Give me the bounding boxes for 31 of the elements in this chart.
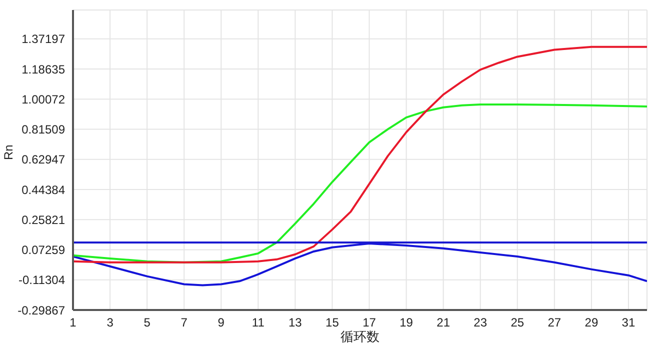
x-tick-label: 27	[548, 316, 562, 330]
x-tick-label: 31	[622, 316, 636, 330]
x-axis-title: 循环数	[340, 329, 380, 344]
x-tick-label: 15	[326, 316, 340, 330]
y-tick-label: 0.07259	[22, 243, 66, 258]
x-tick-label: 1	[70, 316, 77, 330]
y-tick-label: 0.81509	[22, 122, 66, 137]
x-tick-label: 13	[288, 316, 302, 330]
x-tick-label: 19	[400, 316, 414, 330]
x-tick-label: 3	[106, 316, 114, 330]
x-tick-label: 25	[510, 316, 524, 330]
x-tick-label: 21	[436, 316, 450, 330]
line-series	[73, 242, 647, 286]
y-tick-label: 0.62947	[22, 152, 66, 167]
x-tick-label: 23	[474, 316, 488, 330]
y-tick-label: -0.11304	[18, 273, 66, 288]
line-series	[73, 46, 647, 264]
y-axis-title: Rn	[1, 144, 16, 160]
x-tick-label: 11	[252, 316, 265, 330]
x-tick-label: 9	[218, 316, 225, 330]
y-tick-label: 1.00072	[22, 92, 66, 106]
y-tick-label: 0.44384	[22, 182, 66, 197]
y-tick-label: -0.29867	[18, 303, 66, 318]
x-tick-label: 5	[144, 316, 151, 330]
line-series	[73, 103, 647, 264]
x-tick-label: 29	[584, 316, 598, 330]
y-tick-label: 1.37197	[22, 32, 66, 46]
x-tick-label: 17	[362, 316, 376, 330]
y-tick-label: 0.25821	[22, 212, 66, 227]
y-tick-label: 1.18635	[22, 62, 66, 76]
x-tick-label: 7	[180, 316, 188, 330]
